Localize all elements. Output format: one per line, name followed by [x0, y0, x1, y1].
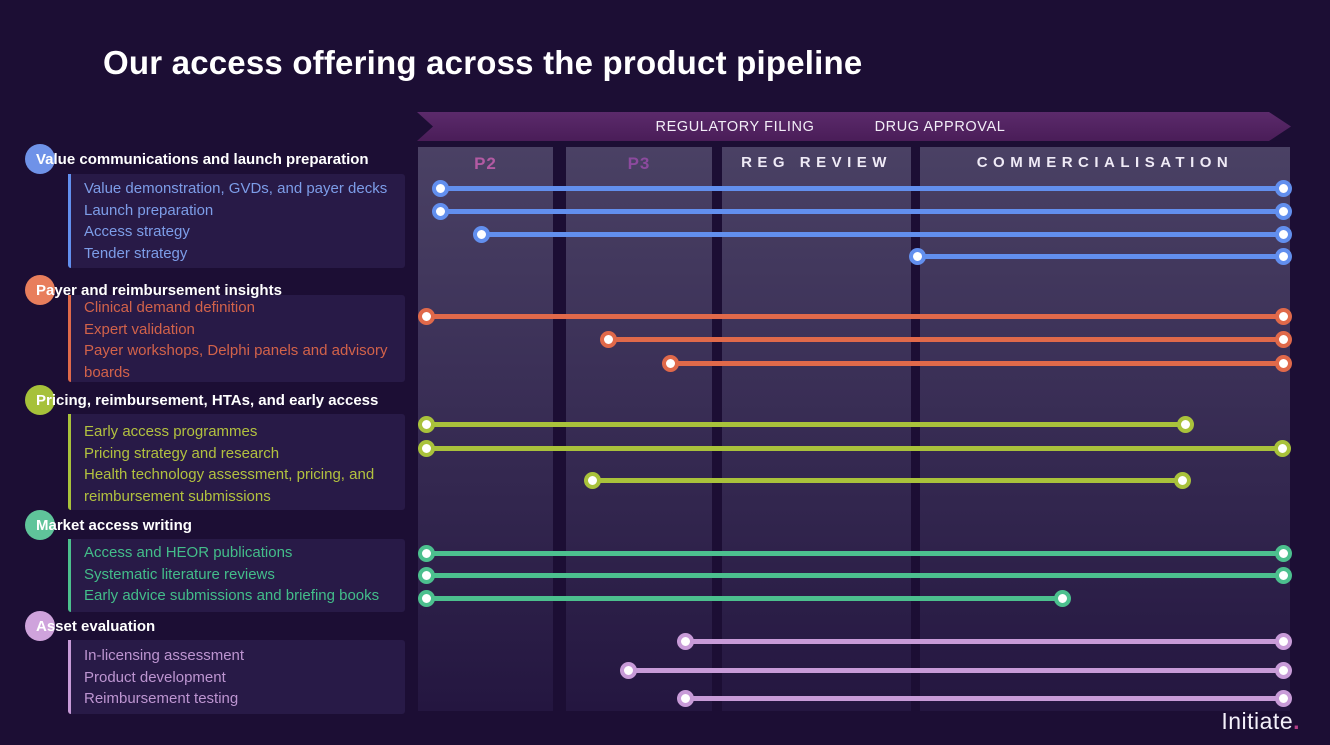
service-item-label: Reimbursement testing: [84, 690, 239, 707]
section-title: Pricing, reimbursement, HTAs, and early …: [36, 391, 379, 409]
timeline-endpoint: [1053, 589, 1071, 607]
timeline-endpoint: [1274, 661, 1292, 679]
section-title: Asset evaluation: [36, 617, 156, 635]
timeline-endpoint: [417, 439, 435, 457]
timeline-endpoint: [908, 247, 926, 265]
timeline-bar: [426, 421, 1185, 427]
section-header: Payer and reimbursement insights: [25, 275, 282, 305]
timeline-endpoint: [1274, 566, 1292, 584]
phase-column-commercialisation: COMMERCIALISATION: [920, 147, 1290, 711]
section-items-box: Clinical demand definition Expert validat…: [68, 295, 405, 382]
service-item-label: Systematic literature reviews: [84, 565, 275, 583]
timeline-bar: [426, 550, 1283, 556]
service-item-label: Clinical demand definition: [84, 299, 255, 316]
section-header: Market access writing: [25, 510, 192, 540]
phase-column-label: COMMERCIALISATION: [976, 154, 1234, 171]
phase-column-label: P2: [474, 154, 497, 173]
timeline-endpoint: [1274, 544, 1292, 562]
section-header: Value communications and launch preparat…: [25, 144, 369, 174]
timeline-endpoint: [1273, 439, 1291, 457]
service-item-label: Launch preparation: [84, 201, 214, 219]
service-item-label: Health technology assessment, pricing, a…: [84, 466, 375, 505]
banner-label-drug-approval: DRUG APPROVAL: [874, 118, 1006, 135]
timeline-bar: [917, 253, 1283, 259]
section-bullet-icon: [25, 275, 55, 305]
timeline-endpoint: [599, 330, 617, 348]
phase-column-label: P3: [627, 154, 651, 173]
service-item-label: Access and HEOR publications: [84, 544, 293, 561]
section-title: Payer and reimbursement insights: [36, 281, 282, 299]
timeline-bar: [685, 638, 1283, 644]
service-item-label: Early advice submissions and briefing bo…: [84, 587, 380, 604]
timeline-bar: [481, 231, 1283, 237]
logo-dot: .: [1293, 708, 1300, 734]
timeline-bar: [608, 336, 1283, 342]
section-bullet-icon: [25, 385, 55, 415]
service-item-label: Pricing strategy and research: [84, 444, 280, 462]
phase-column-label: REG REVIEW: [741, 154, 892, 171]
timeline-endpoint: [1173, 471, 1191, 489]
section-title: Value communications and launch preparat…: [36, 150, 369, 168]
timeline-endpoint: [1274, 354, 1292, 372]
timeline-endpoint: [1274, 247, 1292, 265]
logo-text: Initiate: [1221, 708, 1294, 734]
timeline-endpoint: [1274, 330, 1292, 348]
section-items-box: Early access programmes Pricing strategy …: [68, 414, 405, 510]
initiate-logo: Initiate.: [1221, 708, 1300, 735]
timeline-endpoint: [431, 202, 449, 220]
timeline-endpoint: [1274, 307, 1292, 325]
timeline-bar: [426, 445, 1282, 451]
section-items-box: Access and HEOR publications Systematic l…: [68, 539, 405, 612]
timeline-bar: [670, 360, 1283, 366]
section-items-box: Value demonstration, GVDs, and payer dec…: [68, 174, 405, 268]
section-header: Asset evaluation: [25, 611, 155, 641]
service-item-label: Early access programmes: [84, 423, 258, 440]
page-title: Our access offering across the product p…: [103, 44, 863, 81]
section-title: Market access writing: [36, 516, 192, 534]
section-bullet-icon: [25, 144, 55, 174]
service-item-label: Expert validation: [84, 320, 195, 338]
timeline-endpoint: [472, 225, 490, 243]
timeline-endpoint: [1274, 179, 1292, 197]
pipeline-phase-banner: REGULATORY FILING DRUG APPROVAL: [417, 112, 1291, 141]
timeline-endpoint: [417, 544, 435, 562]
timeline-bar: [628, 667, 1283, 673]
phase-column-p3: P3: [566, 147, 712, 711]
timeline-endpoint: [619, 661, 637, 679]
section-bullet-icon: [25, 611, 55, 641]
service-item-label: Value demonstration, GVDs, and payer dec…: [84, 180, 388, 197]
phase-column-reg-review: REG REVIEW: [722, 147, 911, 711]
timeline-endpoint: [417, 589, 435, 607]
timeline-bar: [426, 595, 1062, 601]
timeline-endpoint: [676, 689, 694, 707]
timeline-endpoint: [431, 179, 449, 197]
timeline-endpoint: [417, 415, 435, 433]
timeline-endpoint: [1274, 632, 1292, 650]
timeline-endpoint: [1274, 225, 1292, 243]
timeline-bar: [592, 477, 1182, 483]
timeline-endpoint: [1274, 202, 1292, 220]
timeline-bar: [426, 313, 1283, 319]
section-items-box: In-licensing assessment Product developme…: [68, 640, 405, 714]
timeline-endpoint: [1176, 415, 1194, 433]
service-item-label: Product development: [84, 668, 226, 686]
service-item-label: Access strategy: [84, 223, 190, 240]
timeline-bar: [440, 208, 1283, 214]
timeline-endpoint: [661, 354, 679, 372]
timeline-endpoint: [417, 307, 435, 325]
service-item-label: Tender strategy: [84, 244, 188, 262]
timeline-endpoint: [417, 566, 435, 584]
service-item-label: In-licensing assessment: [84, 647, 245, 664]
section-header: Pricing, reimbursement, HTAs, and early …: [25, 385, 378, 415]
timeline-endpoint: [1274, 689, 1292, 707]
timeline-endpoint: [583, 471, 601, 489]
timeline-bar: [440, 185, 1283, 191]
banner-label-regulatory-filing: REGULATORY FILING: [655, 118, 815, 135]
section-bullet-icon: [25, 510, 55, 540]
timeline-endpoint: [676, 632, 694, 650]
timeline-bar: [685, 695, 1283, 701]
service-item-label: Payer workshops, Delphi panels and advis…: [84, 342, 388, 381]
timeline-bar: [426, 572, 1283, 578]
